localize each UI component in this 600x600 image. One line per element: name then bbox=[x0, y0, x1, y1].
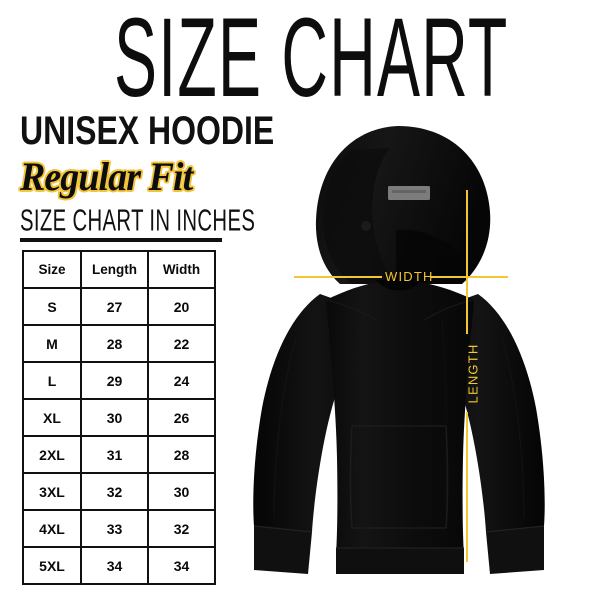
hoodie-body bbox=[326, 280, 474, 556]
cell-length: 32 bbox=[80, 472, 149, 511]
cell-size: 2XL bbox=[22, 435, 82, 474]
cell-length: 28 bbox=[80, 324, 149, 363]
cuff-right bbox=[486, 526, 544, 574]
cell-width: 30 bbox=[147, 472, 216, 511]
cell-width: 20 bbox=[147, 287, 216, 326]
cell-width: 26 bbox=[147, 398, 216, 437]
cell-size: XL bbox=[22, 398, 82, 437]
table-row: 2XL 31 28 bbox=[22, 435, 216, 474]
hoodie-illustration bbox=[200, 108, 600, 600]
cell-length: 34 bbox=[80, 546, 149, 585]
cell-length: 30 bbox=[80, 398, 149, 437]
cell-size: 3XL bbox=[22, 472, 82, 511]
drawcord-eyelet bbox=[361, 221, 371, 231]
cell-length: 27 bbox=[80, 287, 149, 326]
cell-width: 22 bbox=[147, 324, 216, 363]
cell-size: M bbox=[22, 324, 82, 363]
table-row: XL 30 26 bbox=[22, 398, 216, 437]
product-heading: UNISEX HOODIE bbox=[20, 109, 275, 153]
table-row: 4XL 33 32 bbox=[22, 509, 216, 548]
shoulder-seam-left bbox=[325, 299, 377, 321]
cuff-right-seam bbox=[485, 525, 545, 533]
units-note: SIZE CHART IN INCHES bbox=[20, 204, 256, 238]
cuff-left-seam bbox=[253, 525, 313, 533]
hood-opening-shadow bbox=[396, 229, 462, 284]
sleeve-left-highlight bbox=[273, 337, 297, 519]
neckline bbox=[376, 280, 422, 291]
kangaroo-pocket bbox=[349, 425, 449, 529]
cuff-left bbox=[254, 526, 312, 574]
table-header-row: Size Length Width bbox=[22, 250, 216, 289]
units-note-block: SIZE CHART IN INCHES bbox=[20, 204, 256, 242]
bottom-hem bbox=[336, 548, 464, 574]
cell-size: S bbox=[22, 287, 82, 326]
table-row: 5XL 34 34 bbox=[22, 546, 216, 585]
cell-length: 29 bbox=[80, 361, 149, 400]
hood-drape-left bbox=[323, 148, 396, 284]
shoulder-seam-right bbox=[423, 299, 475, 321]
size-table: Size Length Width S 27 20 M 28 22 L 29 2… bbox=[22, 250, 216, 585]
cell-size: 5XL bbox=[22, 546, 82, 585]
table-row: 3XL 32 30 bbox=[22, 472, 216, 511]
column-header-length: Length bbox=[80, 250, 149, 289]
column-header-size: Size bbox=[22, 250, 82, 289]
table-row: S 27 20 bbox=[22, 287, 216, 326]
sleeve-right-highlight bbox=[501, 337, 525, 519]
cell-width: 32 bbox=[147, 509, 216, 548]
units-note-underline bbox=[20, 238, 222, 242]
left-heading-block: UNISEX HOODIE Regular Fit SIZE CHART IN … bbox=[20, 109, 275, 242]
cell-size: 4XL bbox=[22, 509, 82, 548]
cell-width: 24 bbox=[147, 361, 216, 400]
cell-length: 33 bbox=[80, 509, 149, 548]
cell-width: 34 bbox=[147, 546, 216, 585]
cell-size: L bbox=[22, 361, 82, 400]
neck-label-text bbox=[392, 190, 426, 193]
body-fold-right bbox=[441, 317, 448, 501]
page-title: SIZE CHART bbox=[114, 0, 509, 121]
fit-heading: Regular Fit bbox=[20, 154, 193, 199]
table-row: M 28 22 bbox=[22, 324, 216, 363]
cell-length: 31 bbox=[80, 435, 149, 474]
cell-width: 28 bbox=[147, 435, 216, 474]
column-header-width: Width bbox=[147, 250, 216, 289]
body-fold-left bbox=[354, 317, 361, 501]
table-row: L 29 24 bbox=[22, 361, 216, 400]
